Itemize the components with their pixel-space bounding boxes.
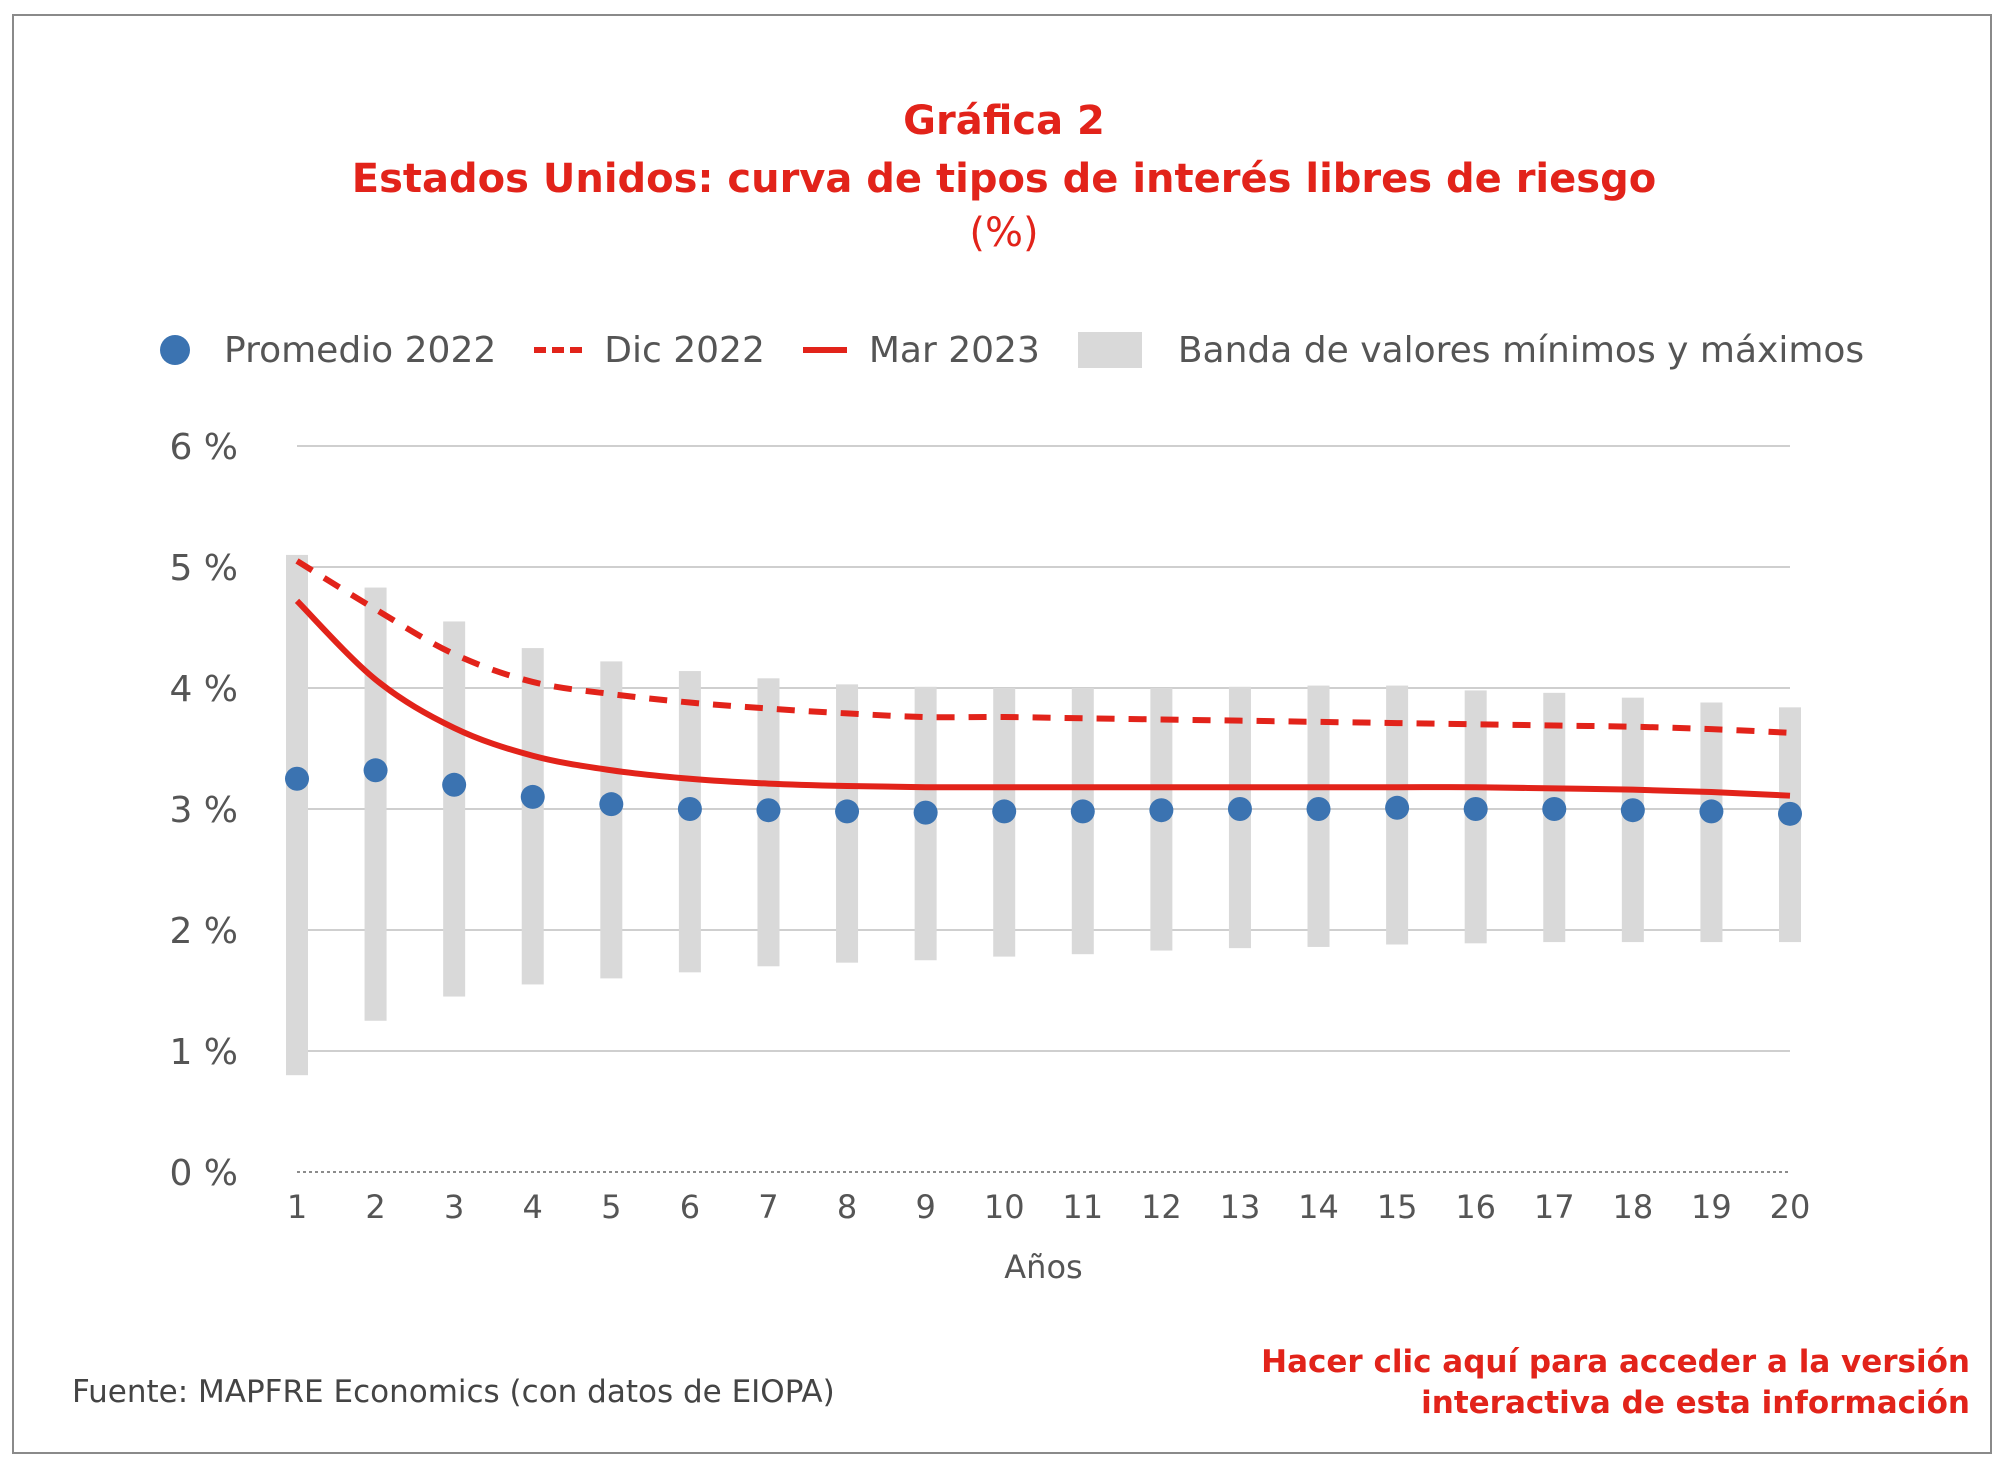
legend-item-band: Banda de valores mínimos y máximos — [1077, 329, 1865, 371]
data-point-promedio — [363, 758, 388, 783]
y-tick-label: 1 % — [169, 1032, 238, 1073]
chart-title-block: Gráfica 2 Estados Unidos: curva de tipos… — [0, 92, 2008, 258]
legend-item-dic: Dic 2022 — [534, 330, 765, 371]
data-point-promedio — [1306, 797, 1331, 821]
x-tick-label: 17 — [1534, 1188, 1575, 1226]
chart-unit-label: (%) — [969, 210, 1039, 256]
x-tick-label: 19 — [1691, 1188, 1732, 1226]
series-line-dic-2022 — [295, 558, 1791, 736]
legend-dashed-line-icon — [534, 347, 583, 353]
data-point-promedio — [599, 792, 624, 817]
data-point-promedio — [992, 799, 1017, 824]
x-tick-label: 13 — [1220, 1188, 1261, 1226]
y-tick-label: 3 % — [169, 790, 238, 831]
legend-label-band: Banda de valores mínimos y máximos — [1177, 329, 1865, 371]
x-tick-label: 1 — [287, 1188, 307, 1226]
data-point-promedio — [1542, 797, 1567, 821]
x-tick-label: 4 — [523, 1188, 543, 1226]
x-tick-label: 10 — [984, 1188, 1025, 1226]
band-bar — [678, 671, 701, 973]
data-point-promedio — [1149, 798, 1174, 823]
band-bar — [443, 621, 466, 997]
legend-item-mar: Mar 2023 — [802, 329, 1040, 371]
x-tick-label: 8 — [837, 1188, 857, 1226]
x-tick-label: 11 — [1062, 1188, 1103, 1226]
x-tick-label: 2 — [365, 1188, 385, 1226]
x-tick-label: 9 — [915, 1188, 935, 1226]
legend-label-dic: Dic 2022 — [604, 329, 765, 371]
band-bar — [286, 554, 308, 1076]
chart-subtitle: Estados Unidos: curva de tipos de interé… — [351, 156, 1657, 202]
chart-title: Gráfica 2 — [903, 98, 1105, 144]
x-axis-title: Años — [1004, 1248, 1082, 1286]
data-point-promedio — [913, 800, 938, 825]
data-point-promedio — [1778, 801, 1802, 826]
data-point-promedio — [756, 798, 781, 823]
x-tick-label: 18 — [1612, 1188, 1653, 1226]
source-note: Fuente: MAPFRE Economics (con datos de E… — [72, 1374, 835, 1410]
legend-label-promedio: Promedio 2022 — [224, 329, 497, 371]
x-tick-label: 12 — [1141, 1188, 1182, 1226]
data-point-promedio — [1385, 795, 1410, 820]
x-tick-label: 20 — [1770, 1188, 1811, 1226]
data-point-promedio — [285, 766, 309, 791]
x-tick-label: 15 — [1377, 1188, 1418, 1226]
data-point-promedio — [442, 772, 467, 797]
link-line-2: interactiva de esta información — [1421, 1385, 1970, 1421]
x-tick-label: 6 — [680, 1188, 700, 1226]
x-tick-label: 16 — [1455, 1188, 1496, 1226]
legend-item-promedio: Promedio 2022 — [160, 330, 496, 371]
data-point-promedio — [1070, 799, 1095, 824]
band-bar — [836, 684, 859, 963]
band-bar — [521, 648, 544, 985]
data-point-promedio — [835, 799, 860, 824]
x-tick-label: 7 — [758, 1188, 778, 1226]
band-bar — [600, 661, 623, 979]
legend-band-icon — [1077, 332, 1142, 368]
y-tick-label: 2 % — [169, 911, 238, 952]
series-line-mar-2023 — [294, 598, 1791, 799]
y-tick-label: 4 % — [169, 669, 238, 710]
band-bar — [757, 678, 780, 967]
band-bar — [364, 587, 387, 1021]
data-point-promedio — [1620, 798, 1645, 823]
data-point-promedio — [520, 784, 545, 809]
interactive-version-link[interactable]: Hacer clic aquí para acceder a la versió… — [1261, 1342, 1970, 1424]
y-tick-label: 0 % — [169, 1153, 238, 1194]
chart-legend: Promedio 2022 Dic 2022 Mar 2023 Banda de… — [160, 320, 1902, 380]
chart-frame — [12, 14, 1992, 1454]
legend-solid-line-icon — [802, 347, 847, 353]
y-tick-label: 6 % — [169, 427, 238, 468]
x-tick-label: 3 — [444, 1188, 464, 1226]
legend-label-mar: Mar 2023 — [868, 329, 1040, 371]
x-tick-label: 5 — [601, 1188, 621, 1226]
data-point-promedio — [1699, 799, 1724, 824]
y-tick-label: 5 % — [169, 548, 238, 589]
data-point-promedio — [1227, 797, 1252, 821]
link-line-1: Hacer clic aquí para acceder a la versió… — [1261, 1344, 1970, 1380]
data-point-promedio — [677, 797, 702, 821]
data-point-promedio — [1463, 797, 1488, 821]
x-tick-label: 14 — [1298, 1188, 1339, 1226]
legend-dot-icon — [160, 335, 190, 365]
